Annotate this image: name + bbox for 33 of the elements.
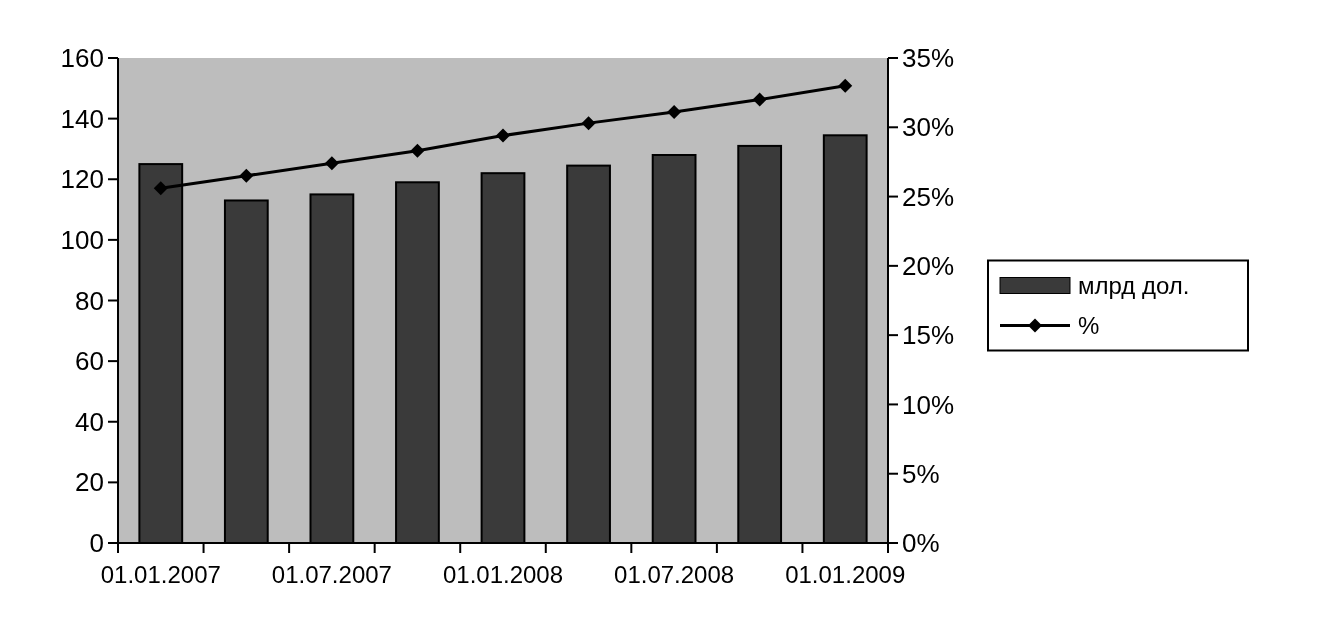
- legend-label: %: [1078, 311, 1100, 339]
- y-tick-label: 120: [60, 164, 104, 195]
- x-tick-label: 01.01.2008: [442, 561, 564, 588]
- y2-tick-label: 20%: [902, 250, 955, 281]
- y2-tick-label: 0%: [902, 528, 940, 559]
- point: [324, 156, 339, 171]
- point: [496, 128, 510, 143]
- y2-tick-label: 25%: [902, 181, 955, 212]
- y-tick-label: 80: [75, 285, 104, 316]
- x-tick-label: 01.07.2008: [614, 561, 735, 588]
- point: [239, 168, 254, 183]
- point: [752, 92, 767, 107]
- y-tick-label: 140: [60, 103, 104, 134]
- point: [838, 78, 853, 93]
- y2-tick-label: 5%: [902, 458, 940, 489]
- y-tick-label: 40: [75, 406, 104, 437]
- point: [153, 181, 168, 196]
- point: [667, 105, 682, 120]
- y-tick-label: 0: [89, 528, 104, 559]
- point: [410, 143, 425, 158]
- y-tick-label: 100: [60, 224, 104, 255]
- y2-tick-label: 10%: [902, 389, 955, 420]
- y-tick-label: 60: [75, 346, 104, 377]
- y-tick-label: 160: [60, 43, 104, 74]
- y-tick-label: 20: [75, 467, 104, 498]
- y2-tick-label: 15%: [902, 320, 955, 351]
- legend-label: млрд дол.: [1078, 271, 1190, 299]
- y2-tick-label: 30%: [902, 112, 955, 143]
- x-tick-label: 01.01.2007: [100, 561, 221, 588]
- point: [581, 116, 596, 131]
- y2-tick-label: 35%: [902, 43, 955, 74]
- x-tick-label: 01.01.2009: [785, 561, 906, 588]
- x-tick-label: 01.07.2007: [271, 561, 392, 588]
